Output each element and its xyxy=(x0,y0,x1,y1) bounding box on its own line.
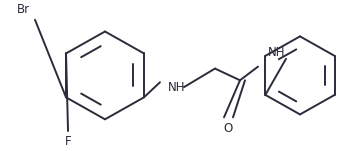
Text: O: O xyxy=(223,122,233,135)
Text: F: F xyxy=(65,135,71,148)
Text: Br: Br xyxy=(17,3,30,16)
Text: NH: NH xyxy=(268,46,285,59)
Text: NH: NH xyxy=(168,81,186,94)
